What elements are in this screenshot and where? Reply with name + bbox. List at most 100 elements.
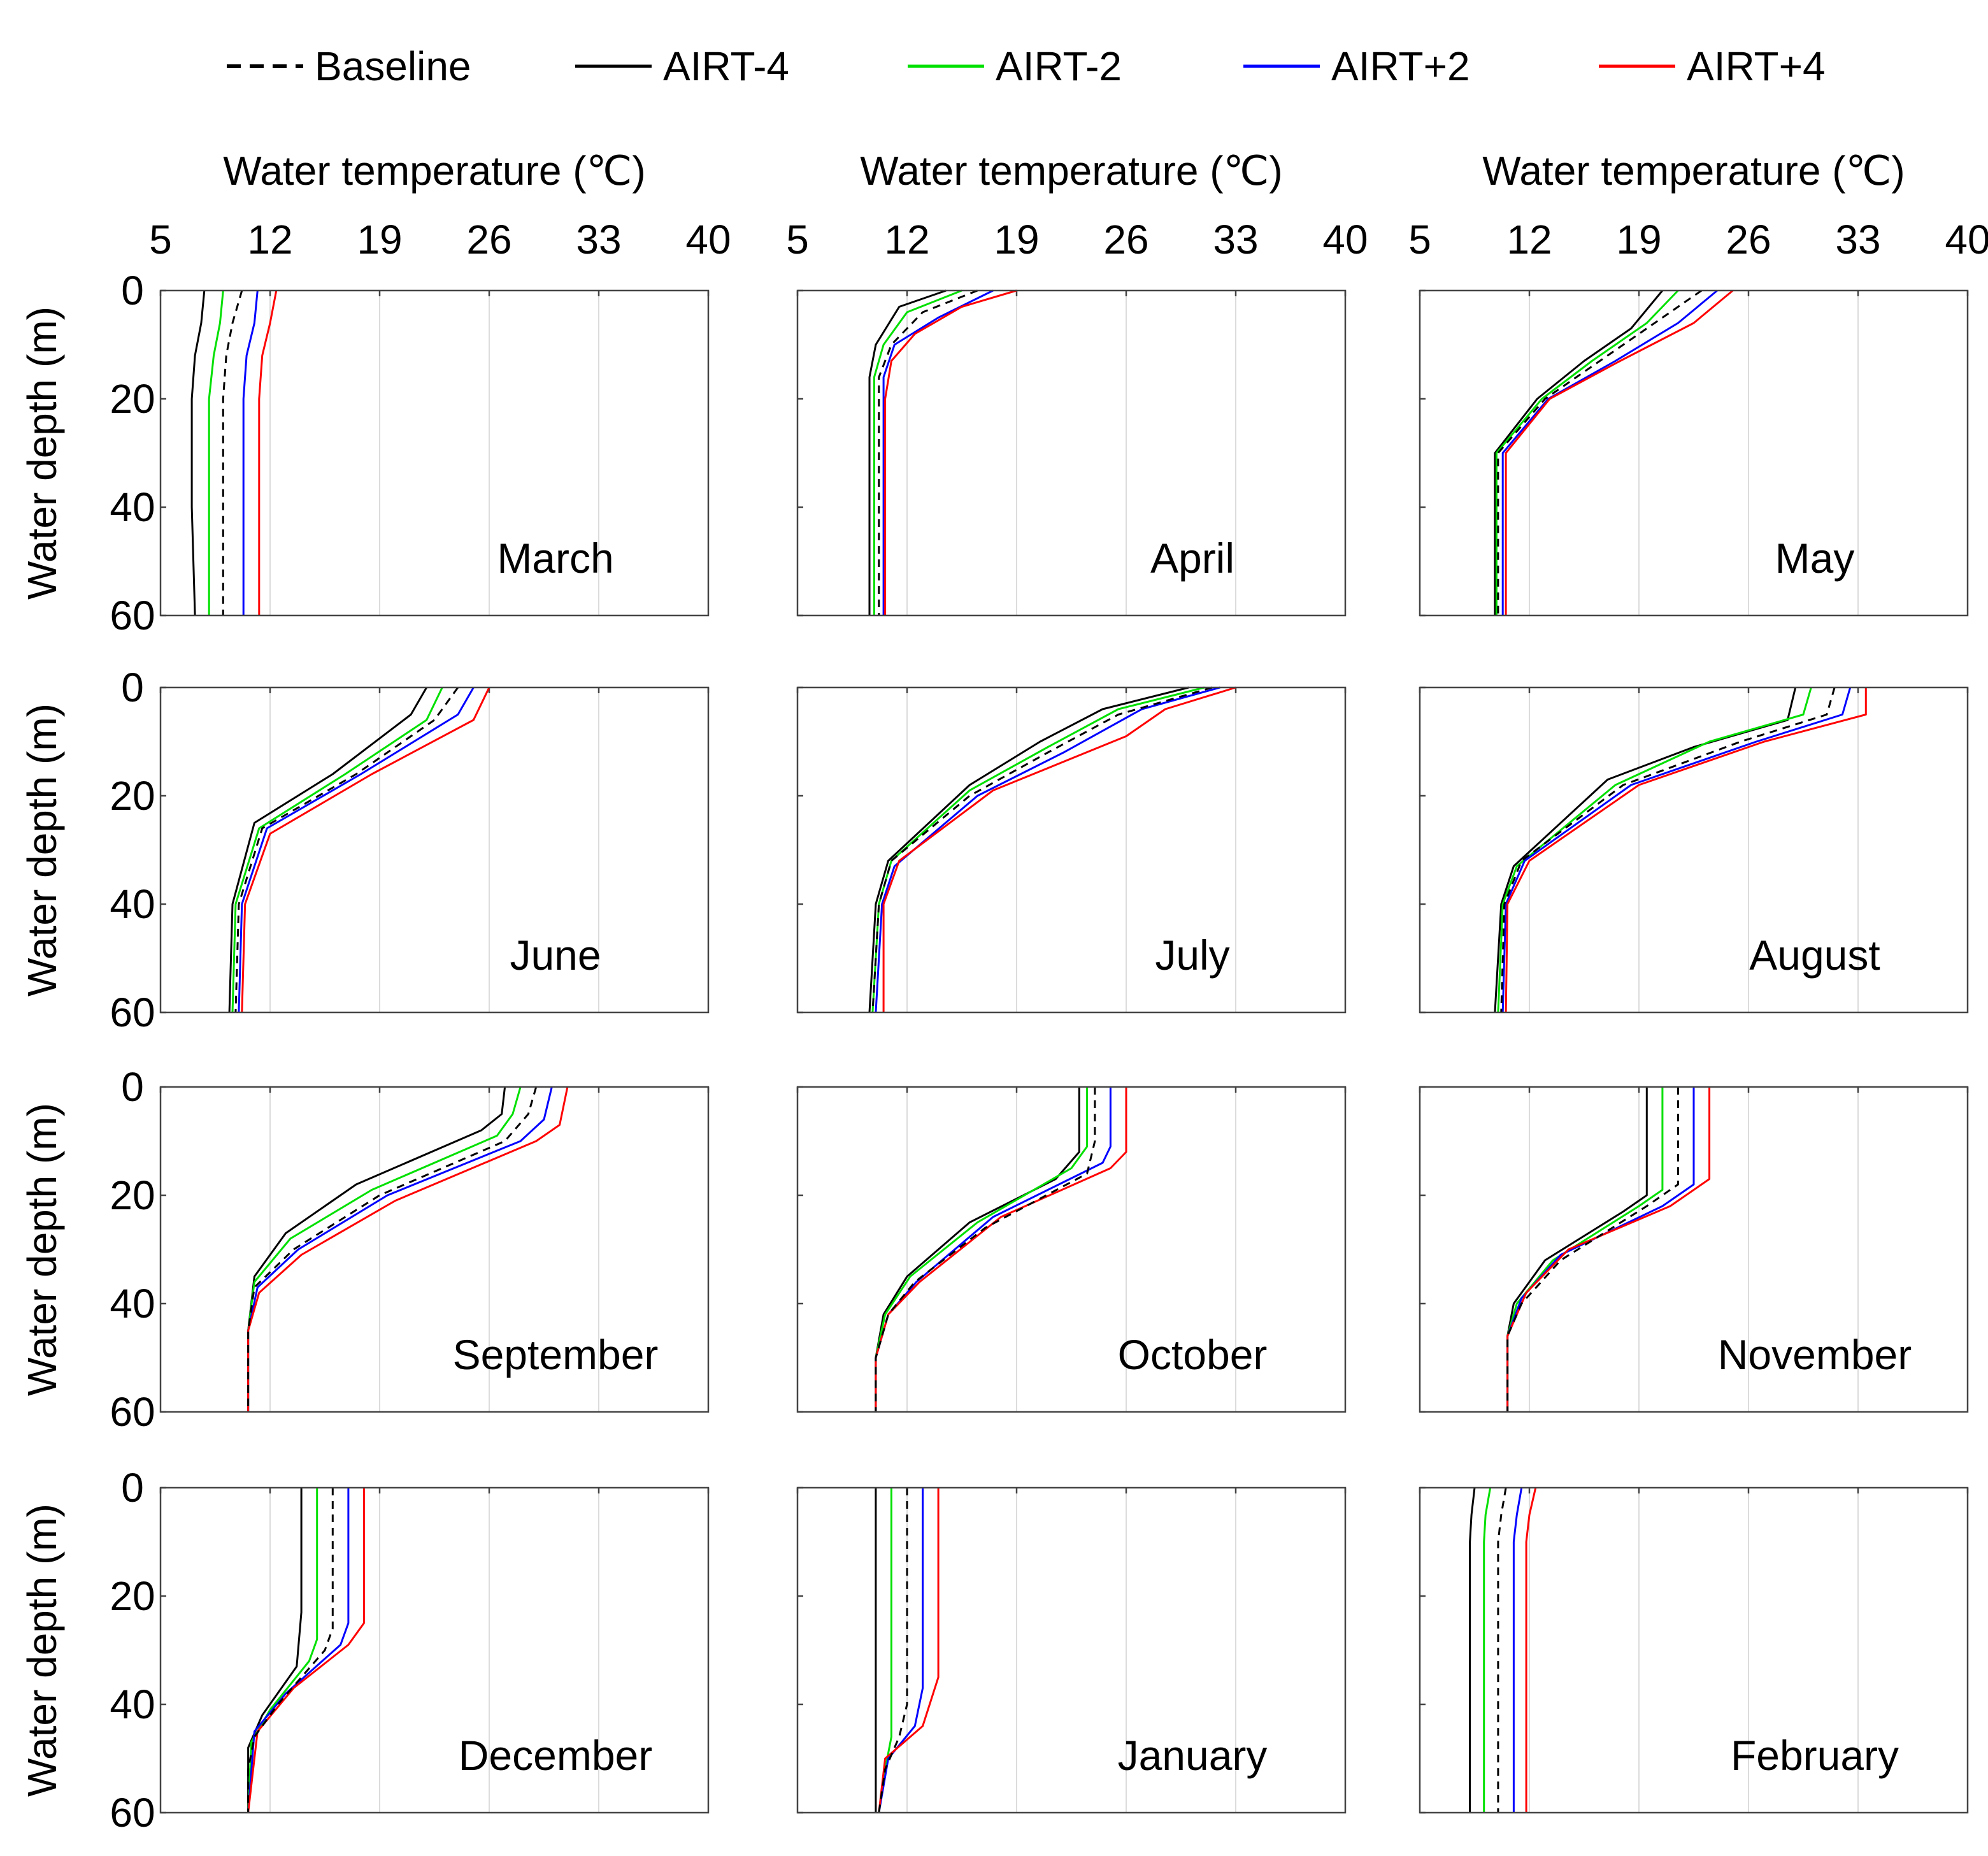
series-baseline-february xyxy=(1497,1487,1507,1813)
plot-frame xyxy=(796,686,1347,1014)
y-tick-label-20: 20 xyxy=(110,1172,155,1218)
y-tick-label-40: 40 xyxy=(110,881,155,927)
y-tick-label-0: 0 xyxy=(121,268,144,313)
series-airt-2-february xyxy=(1512,1487,1523,1813)
x-tick-label-40: 40 xyxy=(685,217,731,263)
x-tick-label-12: 12 xyxy=(1506,217,1552,263)
series-airt-2-march xyxy=(242,290,259,615)
legend-entry-airt-4: AIRT+4 xyxy=(1599,43,1826,89)
y-tick-label-0: 0 xyxy=(121,1465,144,1511)
legend-label-baseline: Baseline xyxy=(315,43,471,89)
y-tick-label-0: 0 xyxy=(121,1064,144,1110)
series-airt-2-november xyxy=(1506,1087,1695,1412)
series-airt-2-october xyxy=(875,1087,1112,1412)
y-axis-title: Water depth (m) xyxy=(19,306,65,600)
x-tick-label-12: 12 xyxy=(247,217,292,263)
series-airt-4-november xyxy=(1506,1087,1711,1412)
series-airt-2-june xyxy=(231,687,443,1013)
legend-entry-baseline: Baseline xyxy=(227,43,471,89)
panel-april: April Water temperature (℃) 5 12 19 26 33 40 xyxy=(786,148,1368,617)
series-airt-4-march xyxy=(258,290,278,615)
y-tick-label-20: 20 xyxy=(110,1573,155,1619)
series-airt-4-october xyxy=(875,1087,1080,1412)
legend-label-airt-2: AIRT-2 xyxy=(996,43,1122,89)
legend-label-airt-4: AIRT+4 xyxy=(1687,43,1826,89)
y-axis-title: Water depth (m) xyxy=(19,1504,65,1797)
series-airt-4-april xyxy=(884,289,1017,615)
series-airt-4-july xyxy=(868,686,1189,1013)
month-label-may: May xyxy=(1775,535,1855,582)
series-airt-2-july xyxy=(871,686,1205,1013)
series-baseline-september xyxy=(247,1086,538,1412)
panel-december: December 0 20 40 60 Water depth (m) xyxy=(19,1465,710,1836)
month-label-september: September xyxy=(453,1331,659,1378)
x-axis-title: Water temperature (℃) xyxy=(223,148,645,194)
plot-frame xyxy=(796,1486,1347,1814)
x-tick-label-5: 5 xyxy=(1408,217,1431,263)
legend: Baseline AIRT-4 AIRT-2 AIRT+2 AIRT+4 xyxy=(227,43,1826,89)
x-tick-label-26: 26 xyxy=(1726,217,1771,263)
series-baseline-july xyxy=(871,686,1213,1013)
series-airt-4-january xyxy=(878,1488,940,1813)
y-tick-label-20: 20 xyxy=(110,376,155,422)
series-airt-4-february xyxy=(1525,1487,1537,1813)
series-airt-4-august xyxy=(1505,687,1867,1013)
plot-frame xyxy=(159,686,710,1014)
panel-october: October xyxy=(796,1086,1347,1413)
series-airt-2-december xyxy=(247,1488,318,1813)
x-tick-label-26: 26 xyxy=(1103,217,1148,263)
month-label-october: October xyxy=(1118,1331,1268,1378)
series-airt-2-august xyxy=(1501,687,1852,1013)
panel-november: November xyxy=(1419,1086,1969,1413)
panel-march: March Water temperature (℃) 5 12 19 26 33 40 0 20… xyxy=(19,148,731,638)
series-airt-2-may xyxy=(1501,289,1718,615)
y-tick-label-0: 0 xyxy=(121,665,144,710)
x-axis-title: Water temperature (℃) xyxy=(1482,148,1905,194)
series-baseline-november xyxy=(1506,1087,1679,1412)
y-tick-label-40: 40 xyxy=(110,1681,155,1727)
x-tick-label-5: 5 xyxy=(149,217,172,263)
panels: March Water temperature (℃) 5 12 19 26 33 40 0 20… xyxy=(19,148,1988,1836)
month-label-december: December xyxy=(459,1732,652,1779)
month-label-february: February xyxy=(1731,1732,1899,1779)
x-tick-label-12: 12 xyxy=(884,217,929,263)
series-airt-4-may xyxy=(1494,290,1664,615)
series-airt-4-october xyxy=(875,1087,1127,1412)
x-tick-label-33: 33 xyxy=(1835,217,1880,263)
plot-frame xyxy=(159,1486,710,1814)
series-airt-2-january xyxy=(878,1488,924,1813)
series-airt-2-february xyxy=(1483,1487,1492,1813)
series-baseline-march xyxy=(222,290,243,615)
x-tick-label-40: 40 xyxy=(1322,217,1368,263)
y-tick-label-60: 60 xyxy=(110,989,155,1035)
y-tick-label-60: 60 xyxy=(110,1790,155,1836)
series-airt-4-june xyxy=(241,687,490,1013)
month-label-january: January xyxy=(1118,1732,1268,1779)
y-tick-label-60: 60 xyxy=(110,1389,155,1435)
month-label-july: July xyxy=(1155,932,1229,979)
plot-frame xyxy=(159,1086,710,1413)
month-label-april: April xyxy=(1150,535,1234,582)
series-airt-2-august xyxy=(1497,687,1812,1013)
panel-february: February xyxy=(1419,1486,1969,1814)
x-tick-label-19: 19 xyxy=(994,217,1039,263)
series-airt-4-june xyxy=(228,687,427,1013)
x-tick-label-19: 19 xyxy=(357,217,402,263)
y-tick-label-60: 60 xyxy=(110,593,155,638)
legend-entry-airt-4: AIRT-4 xyxy=(575,43,789,89)
series-airt-4-december xyxy=(247,1488,365,1813)
month-label-march: March xyxy=(497,535,613,582)
y-axis-title: Water depth (m) xyxy=(19,1103,65,1396)
x-tick-label-33: 33 xyxy=(576,217,621,263)
panel-may: May Water temperature (℃) 5 12 19 26 33 40 xyxy=(1408,148,1988,617)
panel-june: June 0 20 40 60 Water depth (m) xyxy=(19,665,710,1035)
y-axis-title: Water depth (m) xyxy=(19,703,65,996)
plot-frame xyxy=(1419,686,1969,1014)
series-baseline-october xyxy=(875,1087,1096,1412)
series-baseline-january xyxy=(878,1488,908,1813)
plot-frame xyxy=(796,1086,1347,1413)
series-airt-2-may xyxy=(1495,289,1679,615)
plot-frame xyxy=(159,289,710,617)
x-tick-label-5: 5 xyxy=(786,217,809,263)
